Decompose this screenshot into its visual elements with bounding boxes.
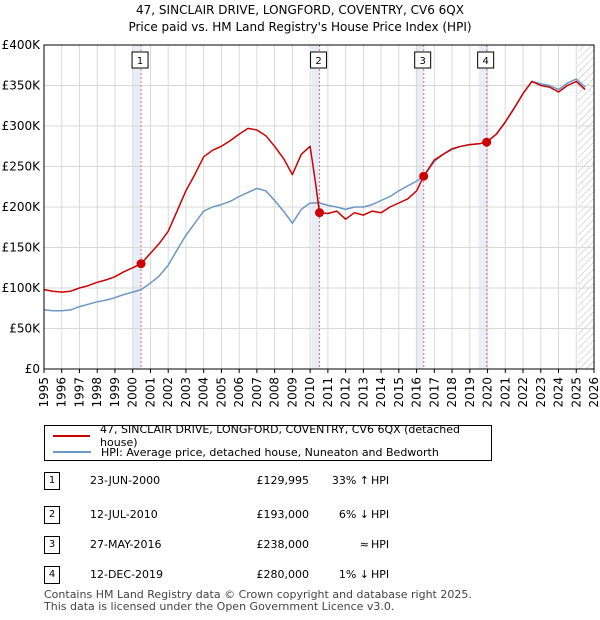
legend: 47, SINCLAIR DRIVE, LONGFORD, COVENTRY, …	[44, 423, 492, 461]
sale-number-badge: 2	[44, 506, 60, 524]
sale-delta: 1% ↓	[338, 568, 369, 581]
legend-item-property: 47, SINCLAIR DRIVE, LONGFORD, COVENTRY, …	[53, 423, 491, 449]
x-tick-label: 2002	[161, 377, 175, 408]
sale-badge-label-1: 1	[137, 56, 143, 67]
sale-date: 27-MAY-2016	[90, 538, 162, 551]
x-tick-label: 1995	[37, 377, 51, 408]
sale-price: £280,000	[256, 568, 310, 581]
y-tick-label: £300K	[2, 119, 42, 133]
sale-badge-label-2: 2	[315, 56, 321, 67]
table-row: 2 12-JUL-2010 £193,000 6% ↓ HPI	[44, 506, 444, 524]
footer-copyright: Contains HM Land Registry data © Crown c…	[44, 588, 472, 601]
x-tick-label: 2003	[179, 377, 193, 408]
sale-number-badge: 4	[44, 566, 60, 584]
legend-swatch-hpi	[53, 451, 91, 453]
sale-point-2	[315, 208, 325, 218]
x-tick-label: 2024	[552, 377, 566, 408]
sale-hpi: HPI	[371, 474, 390, 487]
x-tick-label: 2014	[374, 377, 388, 408]
y-tick-label: £150K	[2, 241, 42, 255]
x-tick-label: 1996	[55, 377, 69, 408]
y-tick-label: £100K	[2, 281, 42, 295]
sale-badge-label-3: 3	[419, 56, 425, 67]
x-tick-label: 2017	[427, 377, 441, 408]
chart-title: 47, SINCLAIR DRIVE, LONGFORD, COVENTRY, …	[136, 3, 464, 17]
x-tick-label: 2004	[197, 377, 211, 408]
x-tick-label: 2000	[126, 377, 140, 408]
footer: Contains HM Land Registry data © Crown c…	[44, 589, 472, 613]
x-tick-label: 2009	[285, 377, 299, 408]
sale-date: 12-JUL-2010	[90, 508, 158, 521]
x-tick-label: 2010	[303, 377, 317, 408]
legend-item-hpi: HPI: Average price, detached house, Nune…	[53, 444, 439, 460]
y-tick-label: £400K	[2, 38, 42, 52]
sale-delta: 33% ↑	[331, 474, 369, 487]
x-tick-label: 2026	[587, 377, 600, 408]
x-tick-label: 2016	[410, 377, 424, 408]
x-tick-label: 2019	[463, 377, 477, 408]
sale-number-badge: 1	[44, 472, 60, 490]
property-price-line	[43, 80, 586, 293]
legend-label-hpi: HPI: Average price, detached house, Nune…	[101, 445, 439, 459]
legend-swatch-property	[53, 435, 91, 437]
x-tick-label: 2020	[481, 377, 495, 408]
sale-hpi: HPI	[371, 538, 390, 551]
x-tick-label: 2023	[534, 377, 548, 408]
sale-point-3	[419, 171, 429, 181]
x-tick-label: 2018	[445, 377, 459, 408]
y-tick-label: £250K	[2, 160, 42, 174]
plot-frame	[43, 44, 595, 370]
sale-date: 23-JUN-2000	[90, 474, 161, 487]
sale-delta: ≈	[359, 538, 369, 551]
x-tick-label: 1998	[90, 377, 104, 408]
sale-badge-label-4: 4	[482, 56, 488, 67]
x-tick-label: 1999	[108, 377, 122, 408]
sale-point-4	[482, 137, 492, 147]
sale-price: £238,000	[256, 538, 310, 551]
chart-subtitle: Price paid vs. HM Land Registry's House …	[128, 20, 471, 34]
table-row: 4 12-DEC-2019 £280,000 1% ↓ HPI	[44, 566, 444, 584]
x-tick-label: 2005	[214, 377, 228, 408]
table-row: 1 23-JUN-2000 £129,995 33% ↑ HPI	[44, 472, 444, 490]
sale-badge-box-2	[310, 51, 328, 69]
sale-number-badge: 3	[44, 536, 60, 554]
x-tick-label: 2011	[321, 377, 335, 408]
x-tick-label: 2007	[250, 377, 264, 408]
x-tick-label: 2021	[498, 377, 512, 408]
y-tick-label: £50K	[9, 322, 41, 336]
sale-badge-box-3	[414, 51, 432, 69]
footer-licence: This data is licensed under the Open Gov…	[44, 600, 395, 613]
sale-badge-box-4	[477, 51, 495, 69]
x-tick-label: 2008	[268, 377, 282, 408]
x-tick-label: 2013	[356, 377, 370, 408]
x-tick-label: 2025	[569, 377, 583, 408]
table-row: 3 27-MAY-2016 £238,000 ≈ HPI	[44, 536, 444, 554]
x-tick-label: 2001	[143, 377, 157, 408]
price-chart: 47, SINCLAIR DRIVE, LONGFORD, COVENTRY, …	[2, 3, 600, 408]
sale-price: £193,000	[256, 508, 310, 521]
sale-hpi: HPI	[371, 568, 390, 581]
sale-badge-box-1	[131, 51, 149, 69]
y-tick-label: £200K	[2, 200, 42, 214]
x-tick-label: 2012	[339, 377, 353, 408]
sale-date: 12-DEC-2019	[90, 568, 164, 581]
sale-delta: 6% ↓	[338, 508, 369, 521]
y-tick-label: £350K	[2, 79, 42, 93]
sale-point-1	[136, 259, 146, 269]
x-tick-label: 2022	[516, 377, 530, 408]
y-tick-label: £0	[25, 362, 40, 376]
legend-label-property: 47, SINCLAIR DRIVE, LONGFORD, COVENTRY, …	[100, 423, 461, 449]
x-tick-label: 1997	[72, 377, 86, 408]
x-tick-label: 2006	[232, 377, 246, 408]
sale-hpi: HPI	[371, 508, 390, 521]
sale-price: £129,995	[256, 474, 310, 487]
x-tick-label: 2015	[392, 377, 406, 408]
